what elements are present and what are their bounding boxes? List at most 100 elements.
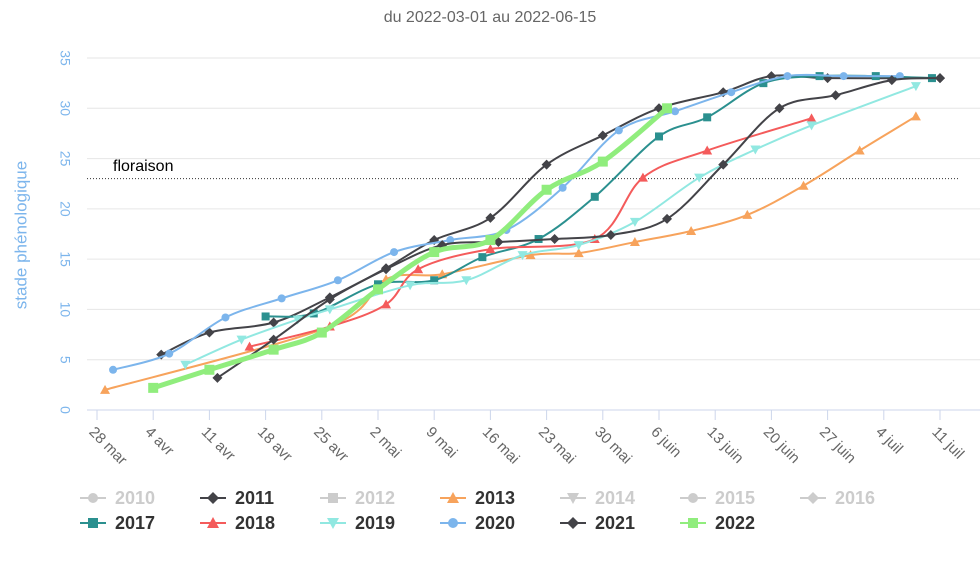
x-tick-label: 20 juin — [760, 424, 803, 467]
y-tick-label: 0 — [57, 406, 73, 414]
series — [261, 72, 936, 321]
legend-label: 2018 — [235, 513, 275, 533]
data-point — [485, 212, 496, 223]
data-point — [694, 173, 705, 183]
data-point — [541, 159, 552, 170]
legend-item[interactable]: 2019 — [320, 513, 395, 533]
data-point — [910, 82, 921, 92]
legend-symbol — [448, 518, 458, 528]
series — [212, 73, 945, 383]
data-point — [390, 248, 399, 257]
legend-symbol — [567, 493, 579, 504]
data-point — [839, 72, 848, 81]
data-point — [268, 344, 279, 355]
legend-item[interactable]: 2022 — [680, 513, 755, 533]
x-tick-label: 28 mar — [85, 424, 130, 469]
legend-symbol — [207, 517, 219, 528]
data-point — [798, 180, 809, 190]
legend-label: 2021 — [595, 513, 635, 533]
data-point — [910, 111, 921, 121]
data-point — [316, 327, 327, 338]
x-tick-label: 11 avr — [198, 424, 239, 465]
series — [180, 82, 921, 370]
y-tick-label: 30 — [57, 100, 73, 116]
data-point — [292, 315, 303, 325]
y-axis-title: stade phénologique — [11, 161, 30, 309]
data-point — [517, 251, 528, 261]
legend-label: 2013 — [475, 488, 515, 508]
data-point — [629, 237, 640, 247]
series-line — [112, 73, 900, 371]
legend-item[interactable]: 2018 — [200, 513, 275, 533]
legend-label: 2016 — [835, 488, 875, 508]
data-point — [148, 382, 159, 393]
data-point — [244, 341, 255, 351]
data-point — [461, 276, 472, 286]
data-point — [774, 103, 785, 114]
data-point — [854, 145, 865, 155]
data-point — [109, 365, 118, 374]
legend-item[interactable]: 2017 — [80, 513, 155, 533]
legend-item[interactable]: 2011 — [200, 488, 274, 508]
data-point — [261, 312, 270, 321]
data-point — [629, 217, 640, 227]
data-point — [446, 236, 455, 245]
legend-item[interactable]: 2020 — [440, 513, 515, 533]
data-point — [742, 209, 753, 219]
y-tick-label: 35 — [57, 50, 73, 66]
data-point — [268, 317, 279, 328]
data-point — [268, 334, 279, 345]
legend-label: 2014 — [595, 488, 635, 508]
series-line — [249, 117, 812, 348]
y-tick-label: 20 — [57, 201, 73, 217]
data-point — [597, 156, 608, 167]
data-point — [686, 225, 697, 235]
data-point — [405, 281, 416, 291]
series-line — [104, 115, 917, 391]
series — [148, 103, 673, 393]
data-point — [485, 244, 496, 254]
legend-symbol — [207, 492, 219, 504]
data-point — [662, 213, 673, 224]
legend-item[interactable]: 2021 — [560, 513, 635, 533]
legend-item[interactable]: 2013 — [440, 488, 515, 508]
legend-item[interactable]: 2014 — [560, 488, 635, 508]
data-point — [333, 276, 342, 285]
data-point — [655, 132, 663, 141]
data-point — [558, 183, 567, 192]
data-point — [806, 113, 817, 123]
x-tick-label: 11 juil — [928, 424, 967, 463]
data-point — [100, 384, 111, 394]
data-point — [605, 230, 616, 241]
legend-label: 2011 — [235, 488, 274, 508]
legend-symbol — [88, 518, 98, 528]
data-point — [221, 313, 230, 322]
y-tick-label: 15 — [57, 251, 73, 267]
data-point — [373, 284, 383, 295]
data-point — [485, 235, 496, 246]
x-tick-label: 27 juin — [816, 424, 859, 467]
data-point — [549, 234, 560, 245]
legend-label: 2012 — [355, 488, 395, 508]
x-tick-label: 4 avr — [142, 424, 178, 460]
legend-item[interactable]: 2012 — [320, 488, 395, 508]
data-point — [597, 130, 608, 141]
y-tick-label: 25 — [57, 151, 73, 167]
legend-item[interactable]: 2016 — [800, 488, 875, 508]
x-tick-label: 6 juin — [647, 424, 684, 461]
chart-subtitle: du 2022-03-01 au 2022-06-15 — [384, 9, 597, 26]
data-point — [703, 113, 712, 122]
legend-label: 2017 — [115, 513, 155, 533]
x-tick-label: 23 mai — [535, 424, 579, 468]
data-point — [637, 172, 648, 182]
legend-item[interactable]: 2010 — [80, 488, 155, 508]
data-point — [478, 253, 487, 262]
data-point — [573, 241, 584, 251]
legend-item[interactable]: 2015 — [680, 488, 755, 508]
data-point — [204, 364, 215, 375]
data-point — [381, 264, 392, 275]
data-point — [718, 159, 729, 170]
data-point — [806, 121, 817, 131]
legend-symbol — [807, 492, 819, 504]
y-tick-label: 5 — [57, 356, 73, 364]
